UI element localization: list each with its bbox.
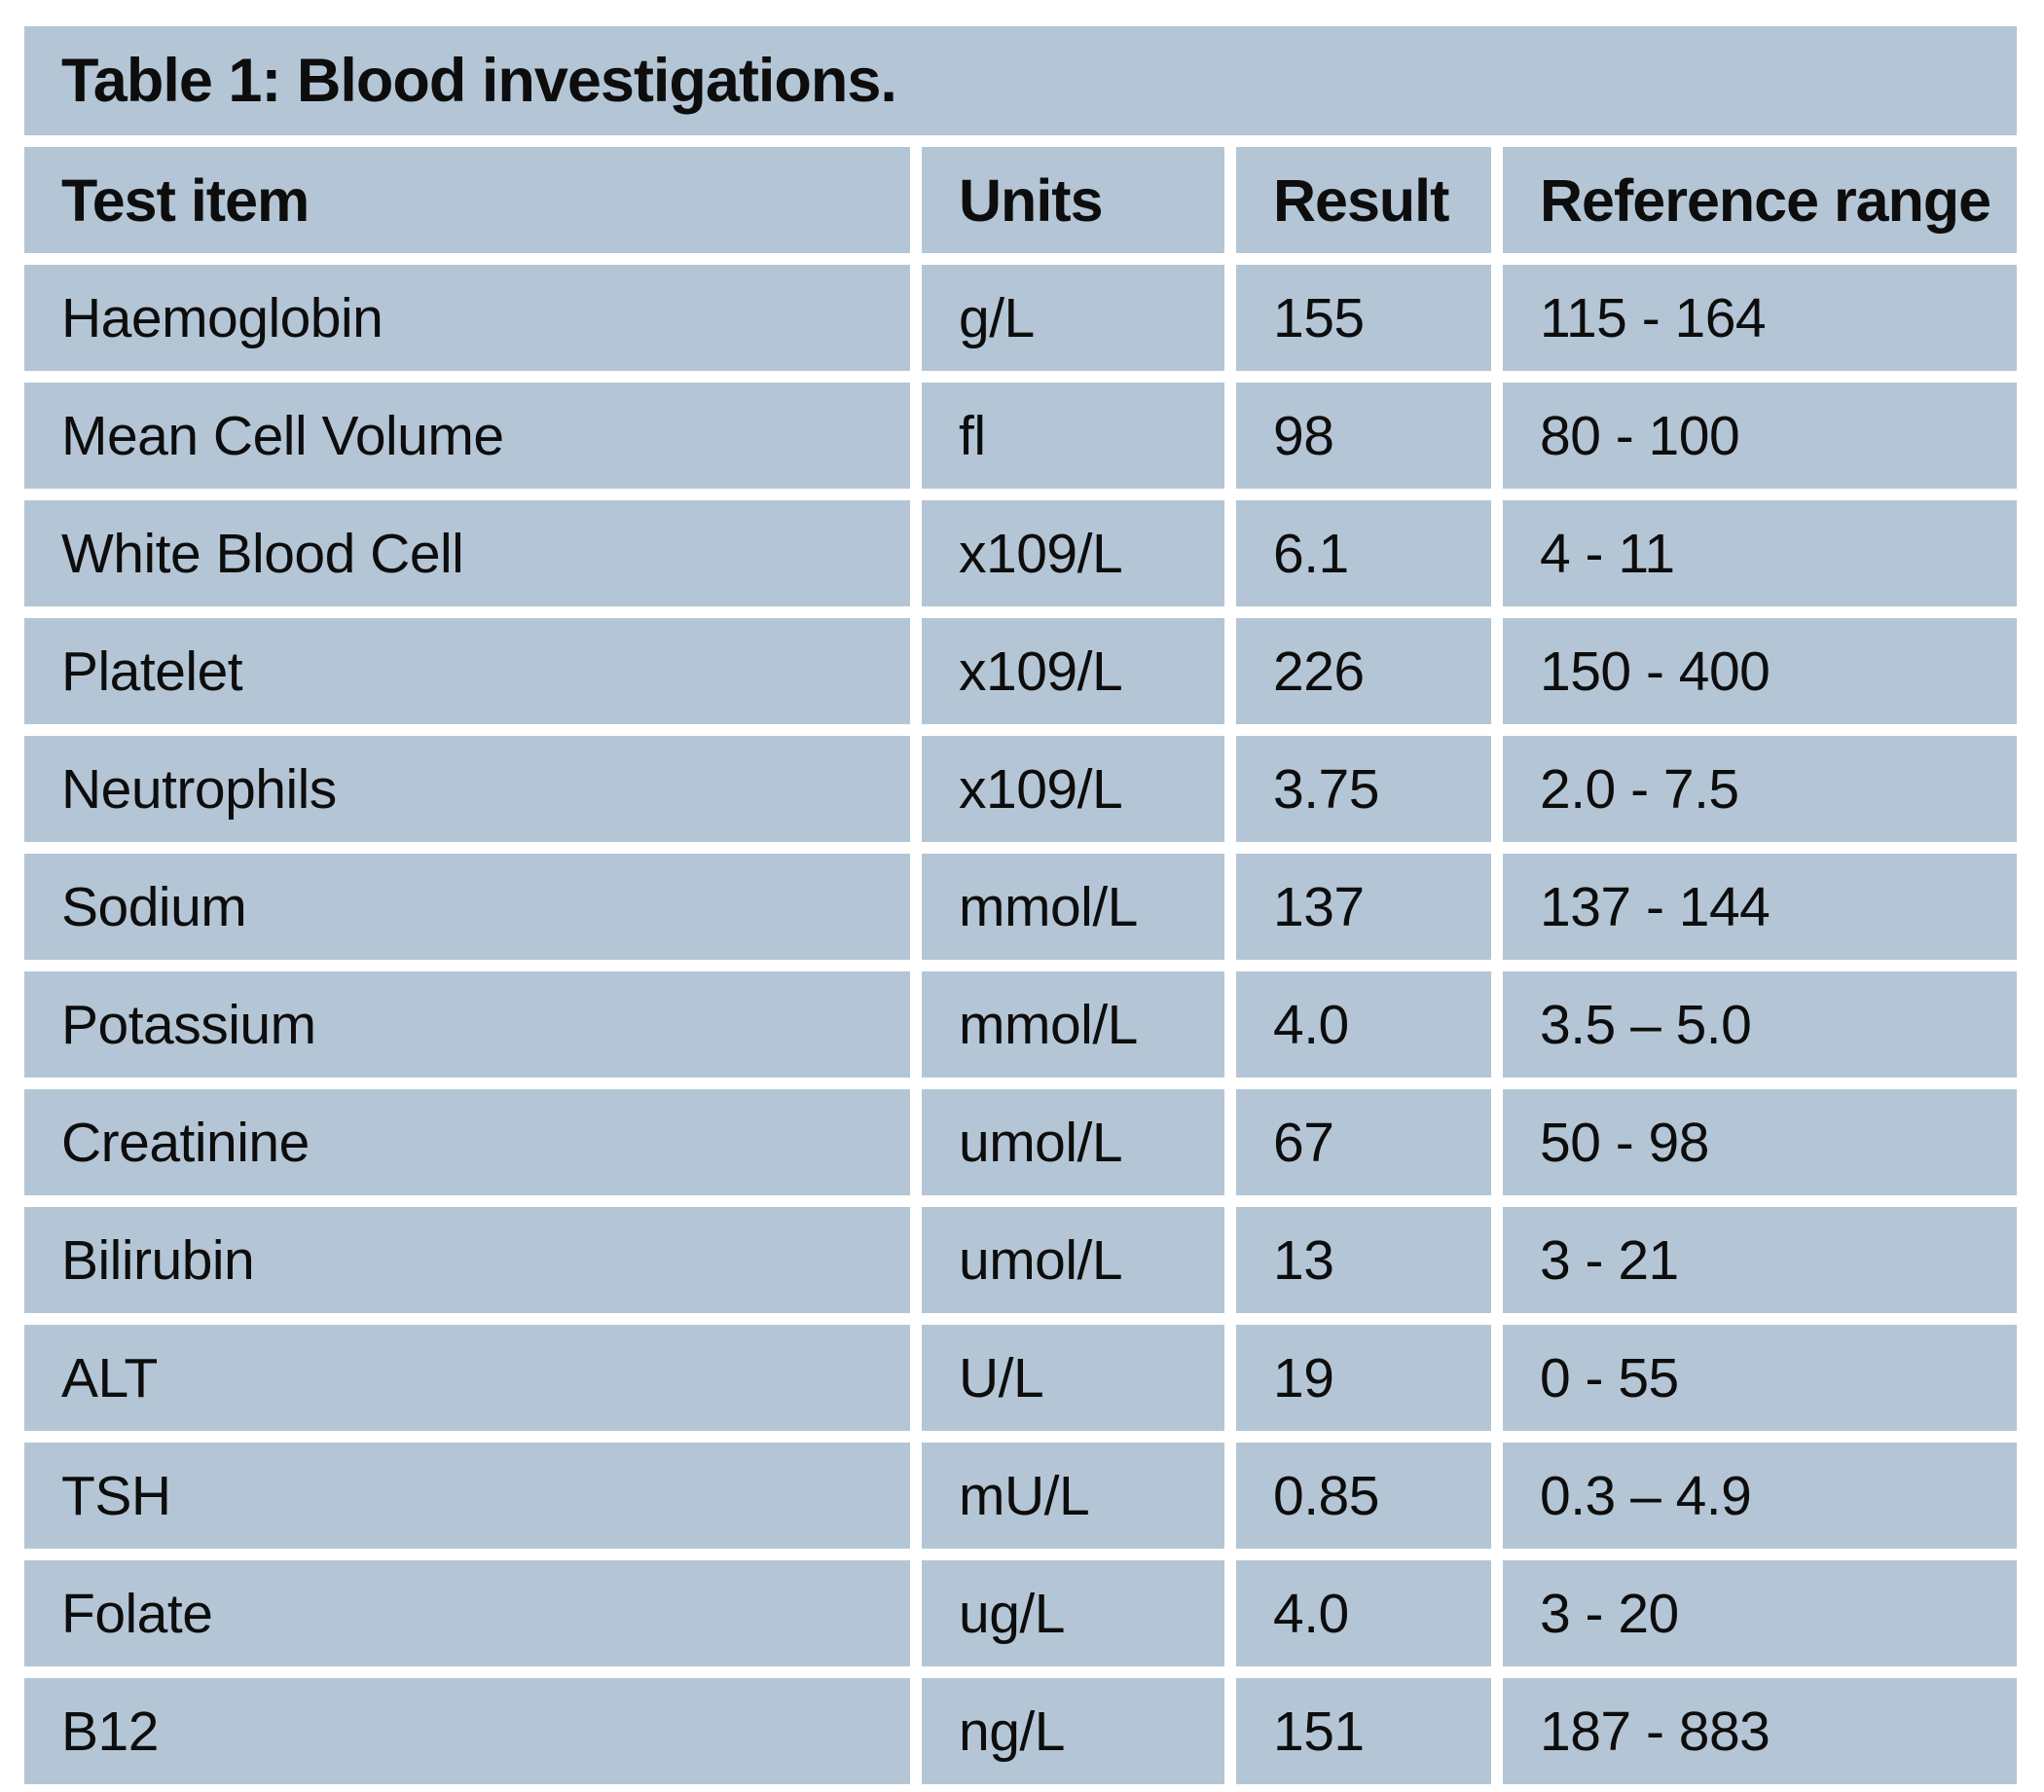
table-row: Folate ug/L 4.0 3 - 20 <box>24 1560 2017 1666</box>
cell-units: g/L <box>922 265 1224 371</box>
cell-reference-range: 137 - 144 <box>1503 854 2017 960</box>
cell-units: x109/L <box>922 736 1224 842</box>
cell-units: mmol/L <box>922 971 1224 1078</box>
header-reference-range: Reference range <box>1503 147 2017 253</box>
header-result: Result <box>1236 147 1491 253</box>
cell-units: x109/L <box>922 500 1224 606</box>
cell-test-item: Folate <box>24 1560 910 1666</box>
table-row: Sodium mmol/L 137 137 - 144 <box>24 854 2017 960</box>
cell-result: 137 <box>1236 854 1491 960</box>
header-test-item: Test item <box>24 147 910 253</box>
cell-test-item: Platelet <box>24 618 910 724</box>
cell-test-item: ALT <box>24 1325 910 1431</box>
cell-units: umol/L <box>922 1089 1224 1195</box>
table-row: Potassium mmol/L 4.0 3.5 – 5.0 <box>24 971 2017 1078</box>
table-row: Haemoglobin g/L 155 115 - 164 <box>24 265 2017 371</box>
table-row: White Blood Cell x109/L 6.1 4 - 11 <box>24 500 2017 606</box>
table-row: Bilirubin umol/L 13 3 - 21 <box>24 1207 2017 1313</box>
table-title: Table 1: Blood investigations. <box>61 47 897 115</box>
cell-reference-range: 80 - 100 <box>1503 383 2017 489</box>
cell-result: 3.75 <box>1236 736 1491 842</box>
cell-units: mU/L <box>922 1443 1224 1549</box>
cell-result: 226 <box>1236 618 1491 724</box>
cell-test-item: Potassium <box>24 971 910 1078</box>
cell-test-item: Sodium <box>24 854 910 960</box>
cell-test-item: White Blood Cell <box>24 500 910 606</box>
cell-reference-range: 150 - 400 <box>1503 618 2017 724</box>
cell-reference-range: 2.0 - 7.5 <box>1503 736 2017 842</box>
cell-result: 0.85 <box>1236 1443 1491 1549</box>
table-header-row: Test item Units Result Reference range <box>24 147 2017 253</box>
cell-units: fl <box>922 383 1224 489</box>
cell-reference-range: 115 - 164 <box>1503 265 2017 371</box>
cell-result: 155 <box>1236 265 1491 371</box>
cell-test-item: Bilirubin <box>24 1207 910 1313</box>
cell-result: 13 <box>1236 1207 1491 1313</box>
cell-test-item: B12 <box>24 1678 910 1784</box>
cell-reference-range: 50 - 98 <box>1503 1089 2017 1195</box>
cell-result: 19 <box>1236 1325 1491 1431</box>
cell-units: mmol/L <box>922 854 1224 960</box>
cell-result: 67 <box>1236 1089 1491 1195</box>
cell-units: U/L <box>922 1325 1224 1431</box>
cell-test-item: Haemoglobin <box>24 265 910 371</box>
cell-units: ng/L <box>922 1678 1224 1784</box>
table-row: Neutrophils x109/L 3.75 2.0 - 7.5 <box>24 736 2017 842</box>
cell-reference-range: 4 - 11 <box>1503 500 2017 606</box>
cell-units: ug/L <box>922 1560 1224 1666</box>
table-row: Platelet x109/L 226 150 - 400 <box>24 618 2017 724</box>
table-row: B12 ng/L 151 187 - 883 <box>24 1678 2017 1784</box>
cell-result: 6.1 <box>1236 500 1491 606</box>
cell-reference-range: 0 - 55 <box>1503 1325 2017 1431</box>
cell-reference-range: 0.3 – 4.9 <box>1503 1443 2017 1549</box>
cell-test-item: Mean Cell Volume <box>24 383 910 489</box>
cell-result: 151 <box>1236 1678 1491 1784</box>
cell-result: 4.0 <box>1236 971 1491 1078</box>
cell-units: umol/L <box>922 1207 1224 1313</box>
cell-result: 4.0 <box>1236 1560 1491 1666</box>
cell-reference-range: 187 - 883 <box>1503 1678 2017 1784</box>
cell-units: x109/L <box>922 618 1224 724</box>
table-row: Creatinine umol/L 67 50 - 98 <box>24 1089 2017 1195</box>
header-units: Units <box>922 147 1224 253</box>
cell-reference-range: 3 - 20 <box>1503 1560 2017 1666</box>
table-row: TSH mU/L 0.85 0.3 – 4.9 <box>24 1443 2017 1549</box>
cell-test-item: Creatinine <box>24 1089 910 1195</box>
table-row: Mean Cell Volume fl 98 80 - 100 <box>24 383 2017 489</box>
blood-investigations-table: Table 1: Blood investigations. Test item… <box>24 26 2017 1784</box>
table-row: ALT U/L 19 0 - 55 <box>24 1325 2017 1431</box>
table-title-row: Table 1: Blood investigations. <box>24 26 2017 135</box>
cell-reference-range: 3.5 – 5.0 <box>1503 971 2017 1078</box>
cell-result: 98 <box>1236 383 1491 489</box>
cell-test-item: Neutrophils <box>24 736 910 842</box>
cell-reference-range: 3 - 21 <box>1503 1207 2017 1313</box>
cell-test-item: TSH <box>24 1443 910 1549</box>
